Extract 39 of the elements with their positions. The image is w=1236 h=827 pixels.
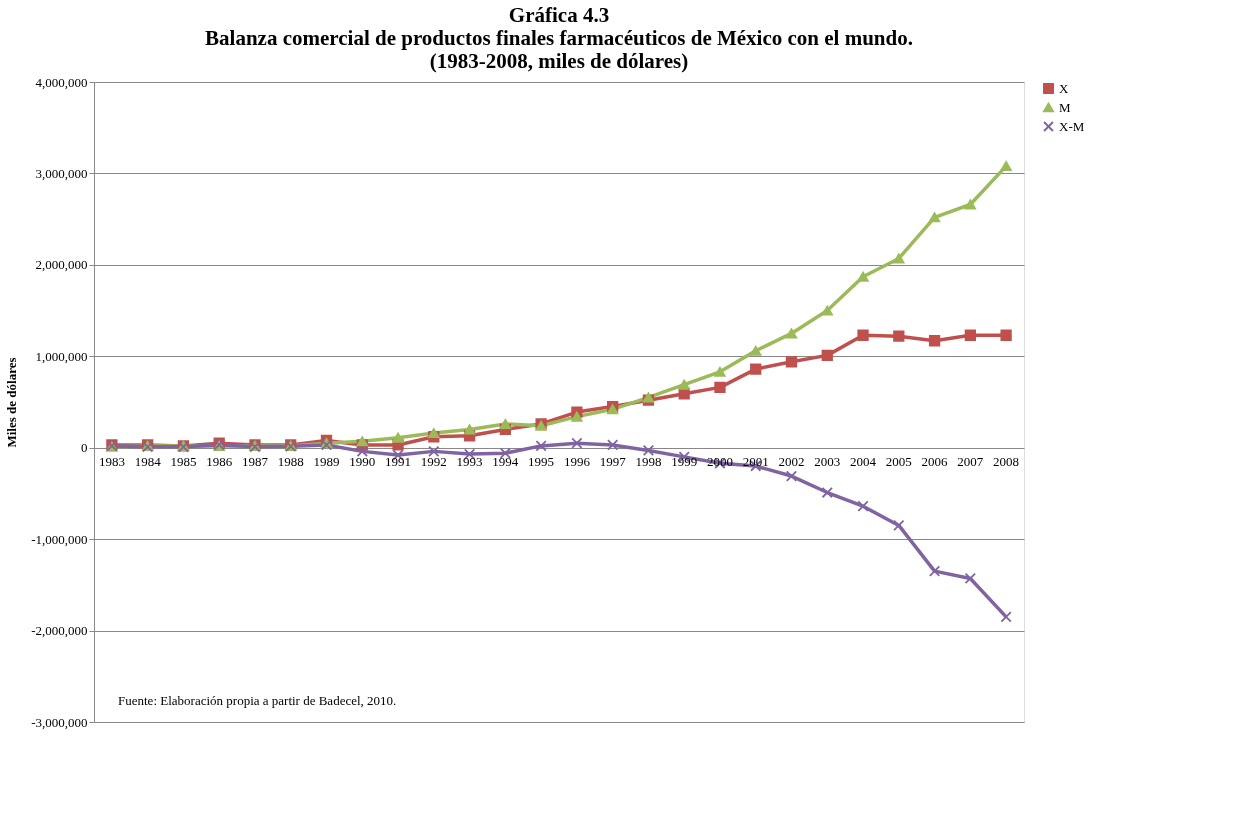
x-tick-label: 2006 [921, 453, 949, 469]
x-tick-label: 2004 [850, 453, 877, 469]
y-tick-label: 4,000,000 [35, 74, 88, 90]
text: (1983-2008, miles de dólares) [429, 49, 689, 73]
x-tick-label: 2003 [814, 453, 841, 469]
legend-label: M [1059, 99, 1071, 115]
x-tick-label: 2002 [778, 453, 805, 469]
x-tick-label: 1985 [170, 453, 197, 469]
y-tick-label: 2,000,000 [35, 257, 88, 273]
x-tick-label: 1990 [349, 453, 376, 469]
x-tick-label: 2005 [885, 453, 912, 469]
x-tick-label: 1989 [313, 453, 340, 469]
x-tick-label: 1993 [456, 453, 483, 469]
x-tick-label: 1988 [277, 453, 304, 469]
x-tick-label: 1998 [635, 453, 662, 469]
y-axis-title: Miles de dólares [4, 357, 20, 448]
x-tick-label: 1984 [134, 453, 162, 469]
x-tick-label: 1983 [98, 453, 125, 469]
annotation: Fuente: Elaboración propia a partir de Badecel, 2010. [118, 693, 397, 708]
x-tick-label: 1997 [599, 453, 627, 469]
x-tick-label: 1996 [563, 453, 591, 469]
y-tick-label: 3,000,000 [35, 165, 88, 181]
text: Balanza comercial de productos finales farmacéuticos de México con el mundo. [205, 26, 913, 50]
x-tick-label: 1994 [492, 453, 519, 469]
legend-label: X [1059, 80, 1069, 96]
x-tick-label: 1992 [420, 453, 447, 469]
x-tick-label: 1995 [528, 453, 555, 469]
y-tick-label: -2,000,000 [31, 623, 88, 639]
y-tick-label: -3,000,000 [31, 714, 88, 730]
y-tick-label: 0 [81, 440, 88, 456]
y-tick-label: 1,000,000 [35, 348, 88, 364]
x-tick-label: 2007 [957, 453, 984, 469]
legend-label: X-M [1059, 118, 1085, 134]
y-tick-label: -1,000,000 [31, 531, 88, 547]
x-tick-label: 1987 [241, 453, 269, 469]
x-tick-label: 1991 [385, 453, 412, 469]
x-tick-label: 1986 [206, 453, 233, 469]
text: Gráfica 4.3 [508, 3, 610, 27]
x-tick-label: 2008 [993, 453, 1020, 469]
